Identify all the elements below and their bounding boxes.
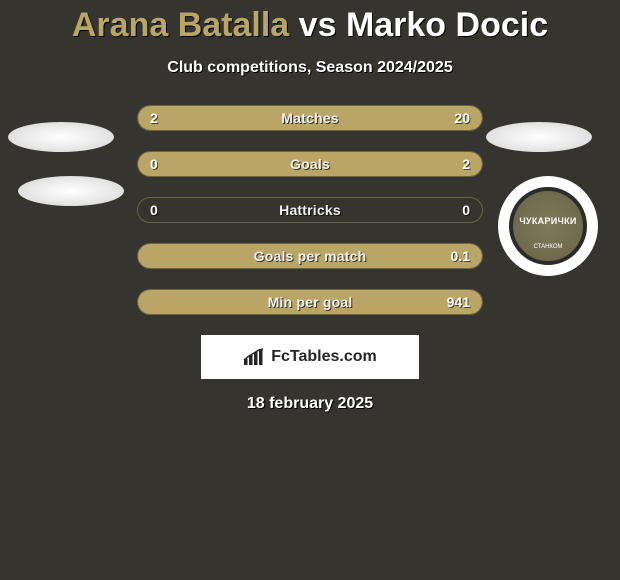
subtitle: Club competitions, Season 2024/2025 [0,59,620,77]
stat-label: Matches [138,106,482,130]
date-text: 18 february 2025 [0,395,620,413]
brand-text: FcTables.com [271,348,377,366]
stat-left-value: 2 [150,106,158,130]
vs-label: vs [299,6,337,44]
stat-row: Min per goal941 [137,289,483,315]
player1-name: Arana Batalla [72,6,289,44]
stat-label: Hattricks [138,198,482,222]
badge-line1: ЧУКАРИЧКИ [513,216,583,226]
stat-label: Goals [138,152,482,176]
stat-right-value: 0.1 [451,244,470,268]
stat-label: Min per goal [138,290,482,314]
stat-left-value: 0 [150,152,158,176]
side-ellipse [18,176,124,206]
page-title: Arana Batalla vs Marko Docic [0,0,620,45]
club-badge: ЧУКАРИЧКИ СТАНКОМ [498,176,598,276]
stat-right-value: 2 [462,152,470,176]
badge-line2: СТАНКОМ [513,244,583,250]
stats-bars: Matches220Goals02Hattricks00Goals per ma… [137,105,483,315]
chart-icon [243,348,265,366]
stat-right-value: 941 [447,290,470,314]
stat-row: Goals0 2 [137,151,483,177]
stat-row: Goals per match0.1 [137,243,483,269]
stat-left-value: 0 [150,198,158,222]
side-ellipse [486,122,592,152]
stat-label: Goals per match [138,244,482,268]
stat-row: Hattricks0 0 [137,197,483,223]
stat-right-value: 20 [454,106,470,130]
stat-right-value: 0 [462,198,470,222]
side-ellipse [8,122,114,152]
stat-row: Matches2 20 [137,105,483,131]
player2-name: Marko Docic [346,6,548,44]
brand-badge: FcTables.com [201,335,419,379]
